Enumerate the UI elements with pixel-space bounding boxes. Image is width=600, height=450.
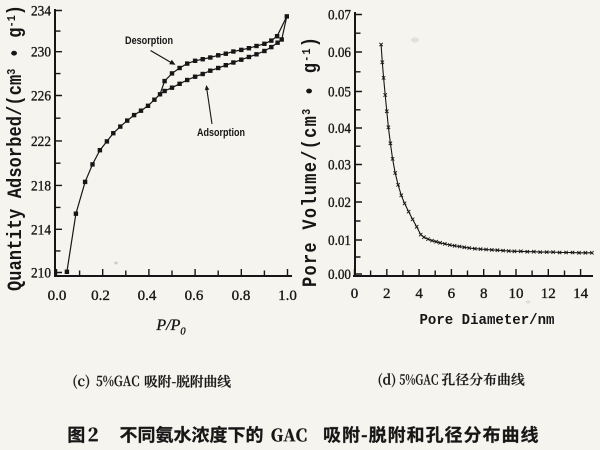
svg-text:Pore Volume/(cm3 • g-1): Pore Volume/(cm3 • g-1): [299, 37, 323, 287]
svg-text:6: 6: [448, 286, 456, 302]
svg-text:234: 234: [31, 4, 51, 20]
svg-text:4: 4: [415, 286, 423, 302]
svg-text:10: 10: [509, 286, 524, 302]
svg-text:218: 218: [31, 178, 51, 194]
svg-text:8: 8: [480, 286, 488, 302]
svg-text:0.00: 0.00: [328, 267, 351, 283]
svg-text:214: 214: [31, 222, 51, 238]
svg-text:0.0: 0.0: [48, 288, 67, 304]
svg-text:2: 2: [383, 286, 391, 302]
svg-text:14: 14: [573, 286, 589, 302]
svg-text:230: 230: [31, 45, 51, 61]
svg-text:0.02: 0.02: [328, 195, 351, 211]
svg-text:0.2: 0.2: [91, 288, 110, 304]
svg-text:0.07: 0.07: [328, 8, 351, 24]
svg-text:Adsorption: Adsorption: [197, 127, 245, 139]
svg-text:0.01: 0.01: [328, 233, 351, 249]
svg-text:0.4: 0.4: [138, 288, 157, 304]
svg-text:12: 12: [541, 286, 556, 302]
svg-text:P/P0: P/P0: [155, 317, 186, 338]
svg-text:Desorption: Desorption: [125, 35, 173, 47]
svg-text:1.0: 1.0: [278, 288, 297, 304]
svg-text:0.04: 0.04: [328, 121, 351, 137]
svg-text:Pore Diameter/nm: Pore Diameter/nm: [420, 312, 555, 329]
svg-text:0.8: 0.8: [232, 288, 251, 304]
svg-text:222: 222: [31, 134, 51, 150]
svg-text:Quantity Adsorbed/(cm3 • g-1): Quantity Adsorbed/(cm3 • g-1): [4, 5, 28, 291]
svg-text:0.05: 0.05: [328, 85, 351, 101]
svg-text:210: 210: [31, 266, 51, 282]
svg-text:0.06: 0.06: [328, 45, 351, 61]
svg-text:226: 226: [31, 89, 51, 105]
svg-text:0.03: 0.03: [328, 158, 351, 174]
svg-text:0.6: 0.6: [185, 288, 204, 304]
svg-text:0: 0: [351, 286, 359, 302]
